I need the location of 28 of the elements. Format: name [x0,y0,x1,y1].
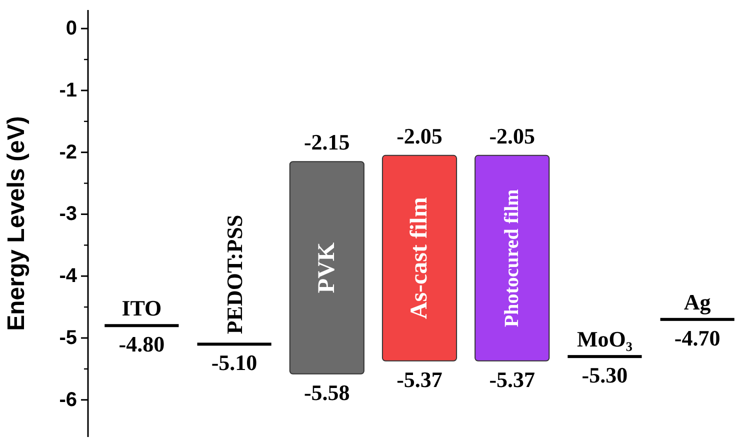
x-tick-label: PEDOT:PSS [222,214,247,334]
annotation: -5.37 [396,366,442,392]
y-tick-label: -6 [59,388,77,411]
y-tick-label: -1 [59,79,77,102]
bar [382,154,458,362]
bar [474,154,550,362]
x-tick-label: ITO [122,296,162,321]
x-tick-label: PVK [314,242,340,294]
y-tick-label: 0 [66,18,77,40]
annotation: -4.80 [118,332,165,357]
x-tick-label: As-cast film [406,197,432,320]
annotation: -4.70 [674,325,720,350]
annotation: -5.10 [211,350,258,376]
y-axis-title: Energy Levels (eV) [3,116,30,331]
x-tick-label: Ag [684,289,711,314]
x-tick-label: Photocured film [501,188,524,328]
y-tick-label: -5 [59,326,77,349]
y-tick-label: -4 [59,265,78,288]
x-tick-label: MoO₃ [576,326,633,352]
y-tick-label: -2 [59,141,77,164]
annotation: -5.37 [489,366,536,392]
annotation: -5.58 [304,380,350,405]
bar [289,161,364,374]
annotation: -2.15 [304,130,350,155]
y-tick-label: -3 [59,203,77,226]
annotation: -5.30 [582,362,628,388]
annotation: -2.05 [489,123,536,148]
annotation: -2.05 [396,123,442,148]
